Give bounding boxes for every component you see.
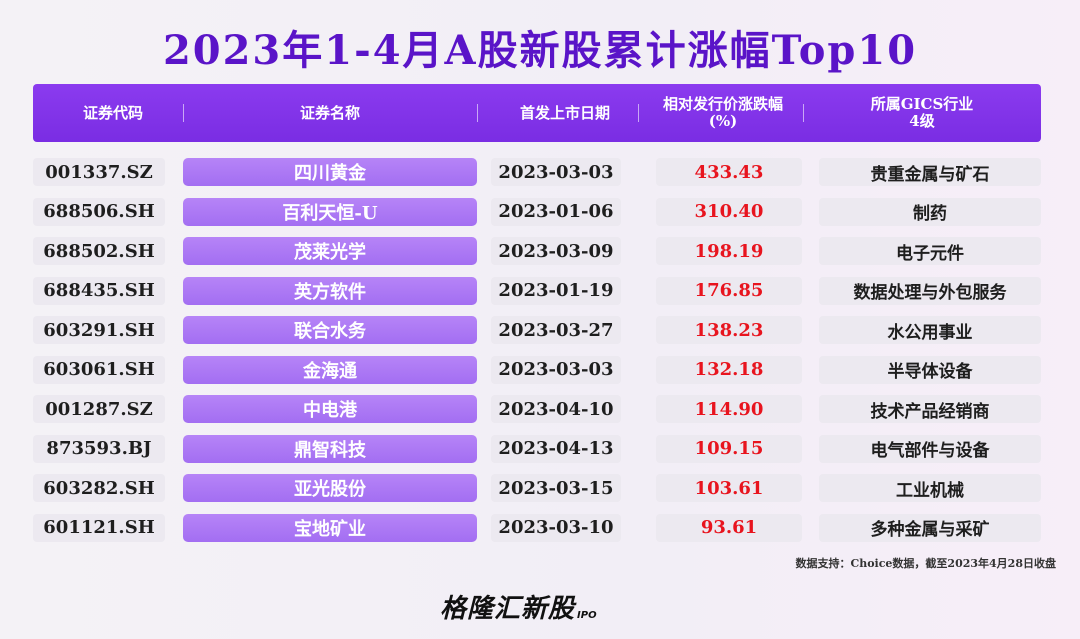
security-code: 603291.SH <box>33 316 165 344</box>
price-change-pct: 198.19 <box>656 237 802 265</box>
header-pct: 相对发行价涨跌幅 (%) <box>662 95 783 130</box>
security-code: 603282.SH <box>33 474 165 502</box>
gics-industry: 贵重金属与矿石 <box>819 158 1041 186</box>
security-name: 宝地矿业 <box>183 513 477 542</box>
security-name: 金海通 <box>183 355 477 384</box>
price-change-pct: 109.15 <box>656 434 802 463</box>
security-name: 亚光股份 <box>183 474 477 502</box>
table-row: 688506.SH 百利天恒-U 2023-01-06 310.40 制药 <box>0 197 1080 230</box>
table-row: 603061.SH 金海通 2023-03-03 132.18 半导体设备 <box>0 355 1080 388</box>
listing-date: 2023-03-03 <box>491 355 621 384</box>
security-code: 001287.SZ <box>33 395 165 423</box>
security-code: 688502.SH <box>33 237 165 265</box>
logo-tag: IPO <box>577 610 597 621</box>
listing-date: 2023-01-19 <box>491 276 621 305</box>
listing-date: 2023-03-15 <box>491 474 621 502</box>
listing-date: 2023-03-27 <box>491 316 621 344</box>
price-change-pct: 138.23 <box>656 316 802 344</box>
page-title: 2023年1-4月A股新股累计涨幅Top10 <box>162 27 918 74</box>
price-change-pct: 132.18 <box>656 355 802 384</box>
security-code: 688435.SH <box>33 276 165 305</box>
listing-date: 2023-03-09 <box>491 237 621 265</box>
table-row: 688435.SH 英方软件 2023-01-19 176.85 数据处理与外包服务 <box>0 276 1080 309</box>
price-change-pct: 93.61 <box>656 513 802 542</box>
table-row: 001337.SZ 四川黄金 2023-03-03 433.43 贵重金属与矿石 <box>0 158 1080 190</box>
gics-industry: 制药 <box>819 197 1041 226</box>
table-row: 603291.SH 联合水务 2023-03-27 138.23 水公用事业 <box>0 316 1080 348</box>
price-change-pct: 433.43 <box>656 158 802 186</box>
gics-industry: 技术产品经销商 <box>819 395 1041 423</box>
brand-logo: 格隆汇新股 IPO <box>440 588 597 625</box>
header-code: 证券代码 <box>82 103 143 122</box>
table-row: 688502.SH 茂莱光学 2023-03-09 198.19 电子元件 <box>0 237 1080 269</box>
listing-date: 2023-03-03 <box>491 158 621 186</box>
header-industry: 所属GICS行业 4级 <box>870 95 974 130</box>
price-change-pct: 103.61 <box>656 474 802 502</box>
listing-date: 2023-03-10 <box>491 513 621 542</box>
price-change-pct: 176.85 <box>656 276 802 305</box>
security-name: 英方软件 <box>183 276 477 305</box>
security-name: 百利天恒-U <box>183 197 477 226</box>
listing-date: 2023-01-06 <box>491 197 621 226</box>
gics-industry: 工业机械 <box>819 474 1041 502</box>
table-row: 601121.SH 宝地矿业 2023-03-10 93.61 多种金属与采矿 <box>0 513 1080 546</box>
security-name: 鼎智科技 <box>183 434 477 463</box>
gics-industry: 数据处理与外包服务 <box>819 276 1041 305</box>
security-name: 中电港 <box>183 395 477 423</box>
security-name: 联合水务 <box>183 316 477 344</box>
header-name: 证券名称 <box>299 103 360 122</box>
table-row: 873593.BJ 鼎智科技 2023-04-13 109.15 电气部件与设备 <box>0 434 1080 467</box>
gics-industry: 半导体设备 <box>819 355 1041 384</box>
price-change-pct: 310.40 <box>656 197 802 226</box>
gics-industry: 多种金属与采矿 <box>819 513 1041 542</box>
listing-date: 2023-04-10 <box>491 395 621 423</box>
data-source-note: 数据支持：Choice数据，截至2023年4月28日收盘 <box>795 557 1056 570</box>
gics-industry: 电气部件与设备 <box>819 434 1041 463</box>
gics-industry: 电子元件 <box>819 237 1041 265</box>
price-change-pct: 114.90 <box>656 395 802 423</box>
table-row: 001287.SZ 中电港 2023-04-10 114.90 技术产品经销商 <box>0 395 1080 427</box>
security-name: 茂莱光学 <box>183 237 477 265</box>
table-header: 证券代码 证券名称 首发上市日期 相对发行价涨跌幅 (%) 所属GICS行业 4… <box>33 84 1041 142</box>
table-row: 603282.SH 亚光股份 2023-03-15 103.61 工业机械 <box>0 474 1080 506</box>
logo-text: 格隆汇新股 <box>440 594 576 624</box>
security-code: 601121.SH <box>33 513 165 542</box>
security-code: 873593.BJ <box>33 434 165 463</box>
security-name: 四川黄金 <box>183 158 477 186</box>
security-code: 603061.SH <box>33 355 165 384</box>
security-code: 688506.SH <box>33 197 165 226</box>
gics-industry: 水公用事业 <box>819 316 1041 344</box>
header-date: 首发上市日期 <box>519 103 610 122</box>
listing-date: 2023-04-13 <box>491 434 621 463</box>
security-code: 001337.SZ <box>33 158 165 186</box>
